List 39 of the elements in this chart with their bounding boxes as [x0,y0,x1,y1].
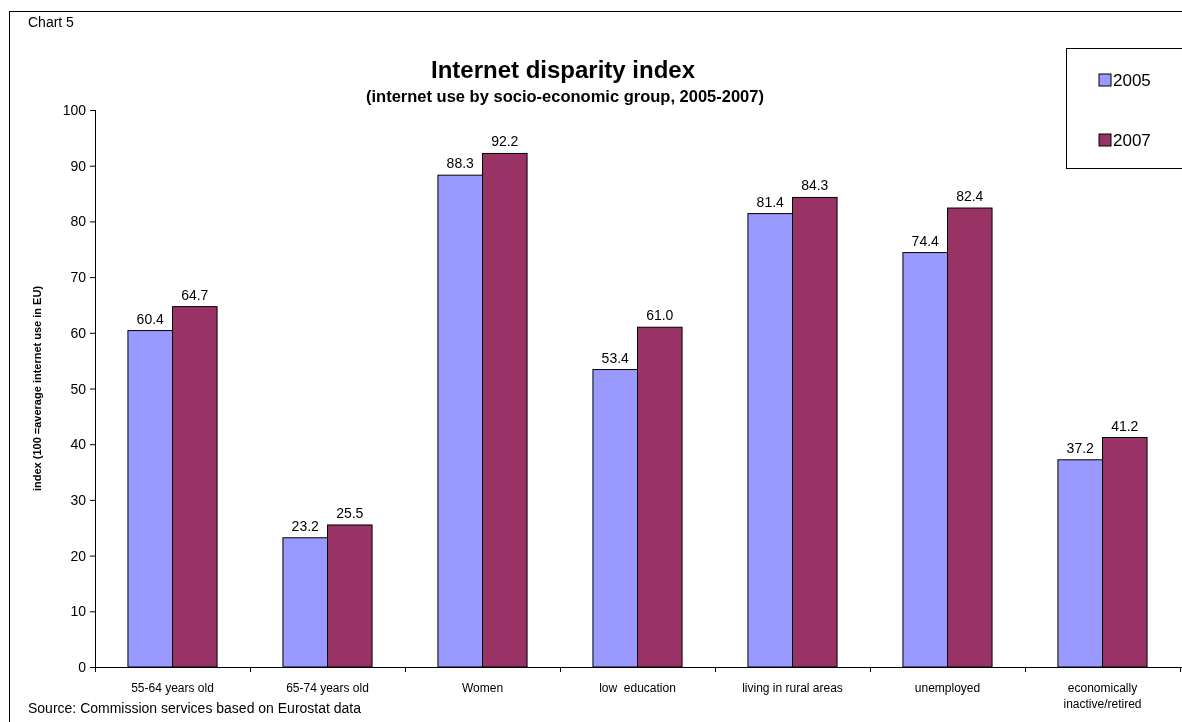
x-tick-label: 55-64 years old [131,681,214,695]
data-label: 74.4 [911,232,940,249]
data-label: 84.3 [801,177,829,194]
y-tick-label: 10 [70,603,87,620]
data-label: 37.2 [1066,439,1095,456]
x-tick-label: living in rural areas [742,681,843,695]
legend-label: 2007 [1113,131,1151,150]
y-tick-label: 90 [70,157,87,174]
y-tick-label: 40 [70,436,87,453]
y-tick-label: 60 [70,324,87,341]
chart-title: Internet disparity index [430,56,696,83]
y-axis-title: index (100 =average internet use in EU) [31,285,43,492]
y-tick-label: 30 [70,491,87,508]
data-label: 88.3 [446,155,475,172]
caption: Chart 5 [28,14,75,30]
data-label: 23.2 [291,517,320,534]
data-label: 61.0 [646,307,674,324]
y-tick-label: 20 [70,547,87,564]
x-tick-label: economically inactive/retired [1063,681,1142,711]
data-label: 92.2 [491,133,519,150]
y-tick-label: 80 [70,213,87,230]
x-tick-label: low education [599,681,676,695]
data-label: 41.2 [1111,417,1139,434]
y-tick-label: 70 [70,269,87,286]
chart-subtitle: (internet use by socio-economic group, 2005-2007) [366,87,764,105]
legend-label: 2005 [1113,71,1151,90]
x-tick-label: unemployed [914,681,981,695]
data-label: 64.7 [181,286,209,303]
x-tick-label: 65-74 years old [286,681,369,695]
data-label: 60.4 [136,310,165,327]
data-label: 53.4 [601,349,630,366]
data-label: 81.4 [756,193,785,210]
data-label: 25.5 [336,504,364,521]
y-tick-label: 50 [70,380,87,397]
x-tick-label: Women [461,681,504,695]
data-label: 82.4 [956,188,984,205]
source-note: Source: Commission services based on Eurostat data [28,700,362,716]
y-tick-label: 0 [78,659,87,675]
y-tick-label: 100 [62,102,87,118]
